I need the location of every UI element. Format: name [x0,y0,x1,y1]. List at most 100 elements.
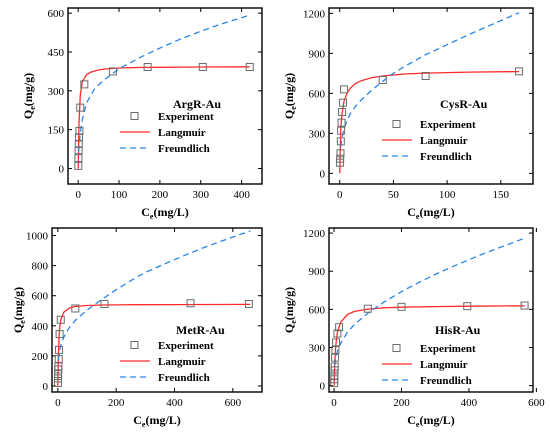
plot-area [335,12,524,174]
y-tick-label: 200 [32,351,49,363]
legend-experiment-marker [130,341,139,349]
x-tick-label: 0 [337,189,343,201]
chart-panel-2: 0 50 100 150 0 300 600 900 1200 Ce(mg/L) Qe(mg/g) C… [282,7,534,221]
y-tick-label: 400 [32,321,49,333]
experiment-point [515,67,524,76]
freundlich-curve [334,237,525,366]
legend-label: Experiment [158,111,214,123]
y-tick-label: 600 [32,291,49,303]
y-tick-label: 150 [48,125,65,137]
y-tick-label: 800 [32,261,49,273]
x-tick-label: 100 [439,189,456,201]
experiment-point [54,369,63,378]
x-tick-label: 200 [393,397,410,409]
experiment-point [335,323,344,332]
legend: Experiment Langmuir Freundlich [382,119,476,163]
experiment-point [336,149,345,158]
legend: Experiment Langmuir Freundlich [382,343,476,387]
experiment-point [198,63,207,72]
experiment-point [74,154,83,163]
experiment-point [71,304,80,313]
experiment-point [74,161,83,170]
freundlich-curve [77,14,250,152]
x-tick-label: 100 [111,189,128,201]
legend-label: Langmuir [158,356,206,368]
x-axis-title: Ce(mg/L) [133,413,181,429]
y-tick-label: 1000 [26,231,49,243]
x-tick-label: 300 [192,189,209,201]
x-tick-label: 0 [75,189,81,201]
experiment-point [245,63,254,72]
y-axis-title: Qe(mg/g) [21,73,37,119]
experiment-point [520,301,529,310]
experiment-point [331,353,340,362]
experiment-point [337,126,346,135]
x-tick-label: 400 [166,397,183,409]
experiment-point [337,118,346,127]
experiment-point [338,108,347,116]
y-tick-label: 1200 [303,8,326,20]
plot-frame [328,227,534,393]
panel-title: ArgR-Au [173,97,221,111]
chart-panel-3: 0 200 400 600 0 200 400 600 800 1000 Ce(mg/L) Qe(mg… [11,227,263,429]
experiment-point [332,338,341,347]
experiment-point [108,67,117,76]
legend-experiment-marker [130,112,139,120]
x-tick-label: 400 [233,189,250,201]
plot-area [330,237,529,388]
plot-frame [67,7,263,185]
x-tick-label: 400 [461,397,478,409]
y-axis-title: Qe(mg/g) [282,73,298,119]
y-tick-label: 0 [43,381,49,393]
panel-title: MetR-Au [176,323,225,337]
y-tick-label: 300 [309,343,326,355]
y-tick-label: 600 [309,88,326,100]
experiment-point [378,76,387,84]
chart-panel-1: 0 100 200 300 400 0 150 300 450 600 Ce(mg/L) Qe(mg/… [21,7,263,221]
experiment-point [55,345,63,354]
experiment-point [336,137,345,146]
legend-label: Freundlich [158,372,210,384]
x-tick-label: 600 [528,397,545,409]
plot-frame [51,227,263,393]
experiment-point [330,362,339,371]
experiment-point [75,126,84,135]
legend-label: Freundlich [158,143,210,155]
experiment-point [463,302,472,311]
legend-label: Langmuir [420,135,468,147]
x-tick-label: 50 [388,189,400,201]
y-axis-title: Qe(mg/g) [11,287,27,333]
y-tick-label: 600 [48,8,65,20]
y-tick-label: 600 [309,304,326,316]
x-tick-label: 0 [55,397,61,409]
legend-label: Experiment [158,340,214,352]
legend-experiment-marker [392,120,401,128]
x-axis-title: Ce(mg/L) [407,413,455,429]
experiment-point [186,299,195,308]
panel-title: HisR-Au [435,323,481,337]
experiment-point [75,133,84,142]
langmuir-curve [57,303,251,387]
experiment-point [338,98,347,107]
legend: Experiment Langmuir Freundlich [120,340,214,384]
experiment-point [54,374,63,383]
experiment-point [74,146,83,155]
experiment-point [74,139,83,148]
plot-frame [328,7,534,185]
experiment-point [76,103,85,112]
x-tick-label: 200 [152,189,169,201]
experiment-point [54,354,63,363]
langmuir-curve [77,66,250,169]
y-tick-label: 0 [320,168,326,180]
legend-label: Langmuir [158,127,206,139]
experiment-point [336,154,345,163]
experiment-point [421,72,430,80]
y-tick-label: 450 [48,47,65,59]
plot-area [74,14,254,170]
y-tick-label: 300 [48,86,65,98]
experiment-point [340,85,349,94]
experiment-point [397,302,406,311]
experiment-point [143,63,152,72]
x-tick-label: 200 [108,397,125,409]
